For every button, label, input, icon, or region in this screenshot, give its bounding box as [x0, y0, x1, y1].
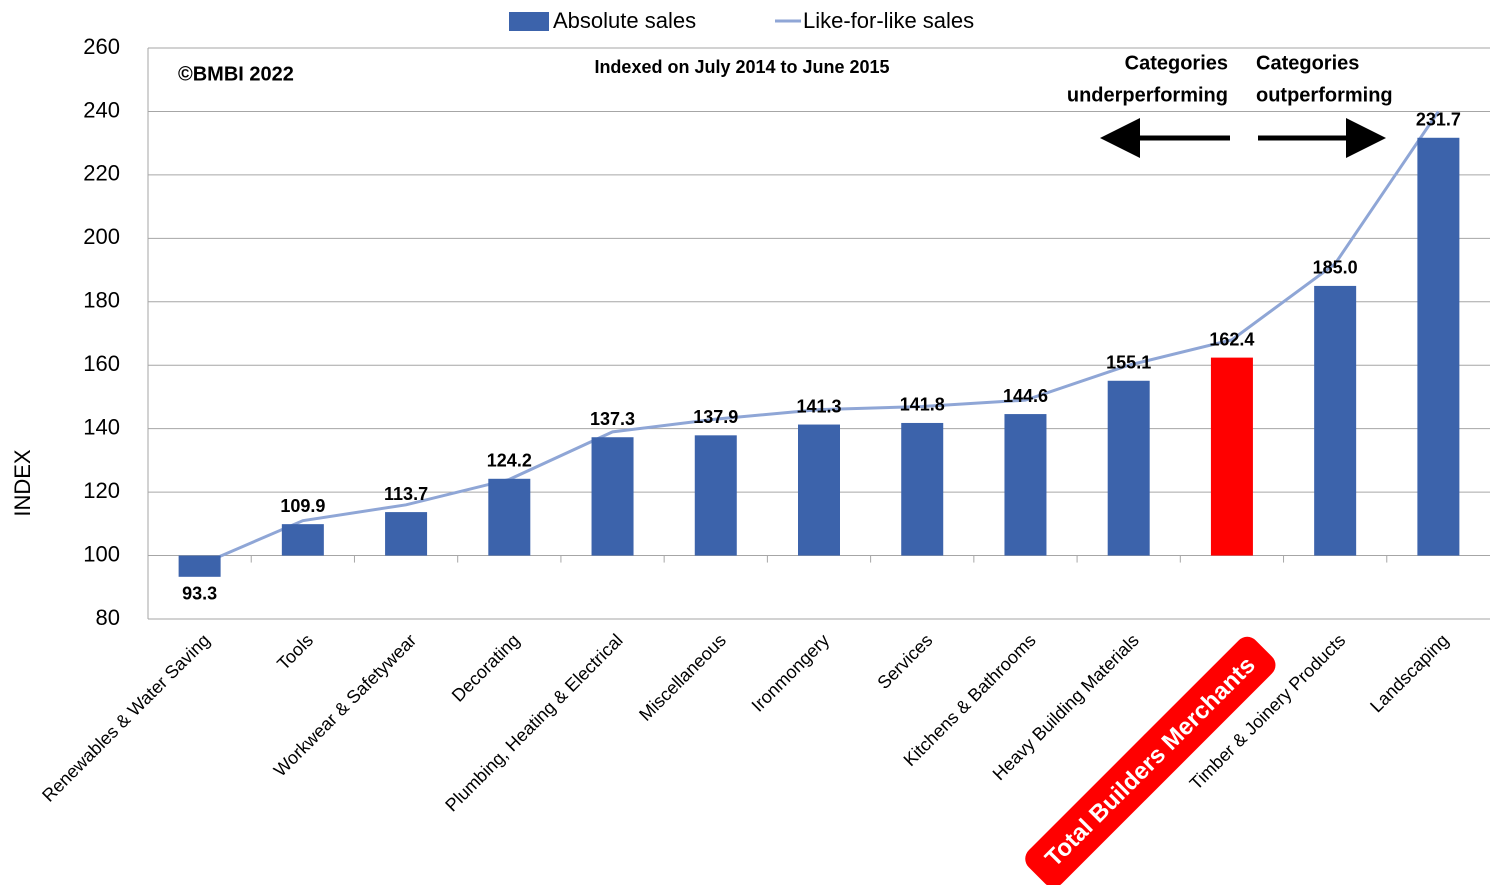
y-tick-label: 220	[83, 161, 120, 186]
y-tick-label: 200	[83, 224, 120, 249]
x-tick-label: Miscellaneous	[635, 630, 730, 725]
y-axis-label: INDEX	[10, 449, 35, 517]
annotation: Categories	[1256, 52, 1359, 74]
x-tick-label: Tools	[273, 630, 317, 674]
annotation: outperforming	[1256, 84, 1393, 106]
y-tick-label: 160	[83, 351, 120, 376]
bar	[178, 555, 221, 577]
highlight-box	[1025, 636, 1276, 885]
annotation: underperforming	[1067, 84, 1228, 106]
y-tick-label: 180	[83, 288, 120, 313]
bar	[694, 435, 737, 556]
bar	[901, 422, 944, 556]
copyright: ©BMBI 2022	[178, 63, 294, 85]
bar	[1107, 380, 1150, 556]
bar	[1210, 357, 1253, 556]
data-label: 141.3	[796, 396, 841, 416]
x-tick-label: Landscaping	[1366, 630, 1452, 716]
annotation: Categories	[1125, 52, 1228, 74]
subtitle: Indexed on July 2014 to June 2015	[594, 57, 889, 77]
legend-label: Absolute sales	[553, 8, 696, 33]
x-tick-label: Services	[873, 630, 936, 693]
y-tick-label: 80	[96, 605, 120, 630]
bar	[385, 512, 428, 556]
x-tick-label: Plumbing, Heating & Electrical	[441, 630, 626, 815]
bar	[798, 424, 840, 556]
data-label: 93.3	[182, 584, 217, 604]
data-label: 124.2	[487, 451, 532, 471]
y-tick-label: 260	[83, 34, 120, 59]
data-label: 155.1	[1106, 353, 1151, 373]
data-label: 109.9	[280, 496, 325, 516]
data-label: 162.4	[1209, 329, 1254, 349]
y-tick-label: 140	[83, 414, 120, 439]
x-tick-label: Ironmongery	[748, 630, 834, 716]
x-tick-label: Renewables & Water Saving	[38, 630, 214, 806]
data-label: 137.9	[693, 407, 738, 427]
legend-label: Like-for-like sales	[803, 8, 974, 33]
bar	[1314, 285, 1357, 556]
bar	[1004, 414, 1047, 556]
bar	[488, 478, 531, 556]
data-label: 231.7	[1416, 110, 1461, 130]
y-tick-label: 100	[83, 541, 120, 566]
bar	[281, 524, 324, 556]
line	[199, 110, 1440, 567]
data-label: 141.8	[900, 395, 945, 415]
data-label: 137.3	[590, 409, 635, 429]
y-tick-label: 240	[83, 97, 120, 122]
bar	[1417, 137, 1460, 556]
legend-swatch	[509, 12, 549, 31]
x-tick-label: Decorating	[448, 630, 524, 706]
bar	[591, 437, 634, 556]
data-label: 113.7	[384, 484, 428, 504]
data-label: 185.0	[1313, 258, 1358, 278]
y-tick-label: 120	[83, 478, 120, 503]
data-label: 144.6	[1003, 386, 1048, 406]
